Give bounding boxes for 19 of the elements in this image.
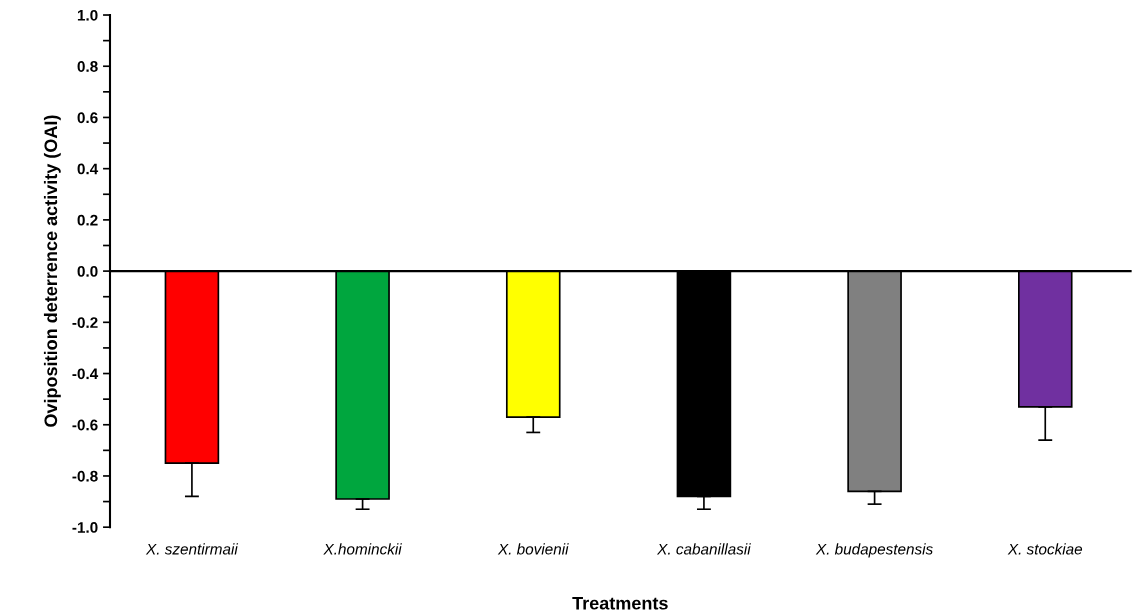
y-axis-title: Oviposition deterrence activity (OAI) xyxy=(43,115,61,427)
x-tick-label: X. cabanillasii xyxy=(656,543,751,555)
x-tick-label: X. stockiae xyxy=(1007,543,1083,555)
y-tick-label: -0.2 xyxy=(72,317,98,328)
x-tick-label: X. budapestensis xyxy=(815,543,933,558)
x-axis-title: Treatments xyxy=(572,596,668,610)
y-tick-label: -0.4 xyxy=(72,368,99,380)
x-tick-label: X.hominckii xyxy=(323,543,402,555)
y-tick-label: 0.2 xyxy=(77,214,98,226)
x-tick-label: X. szentirmaii xyxy=(145,543,239,555)
y-tick-label: -1.0 xyxy=(72,522,98,533)
y-tick-label: -0.8 xyxy=(72,470,98,482)
y-tick-label: -0.6 xyxy=(72,419,98,431)
y-tick-label: 0.4 xyxy=(77,163,99,175)
y-tick-label: 0.6 xyxy=(77,112,98,124)
y-tick-label: 0.8 xyxy=(77,61,98,72)
y-tick-label: 1.0 xyxy=(77,9,98,21)
x-tick-label: X. bovienii xyxy=(497,543,569,555)
y-tick-label: 0.0 xyxy=(77,265,98,277)
